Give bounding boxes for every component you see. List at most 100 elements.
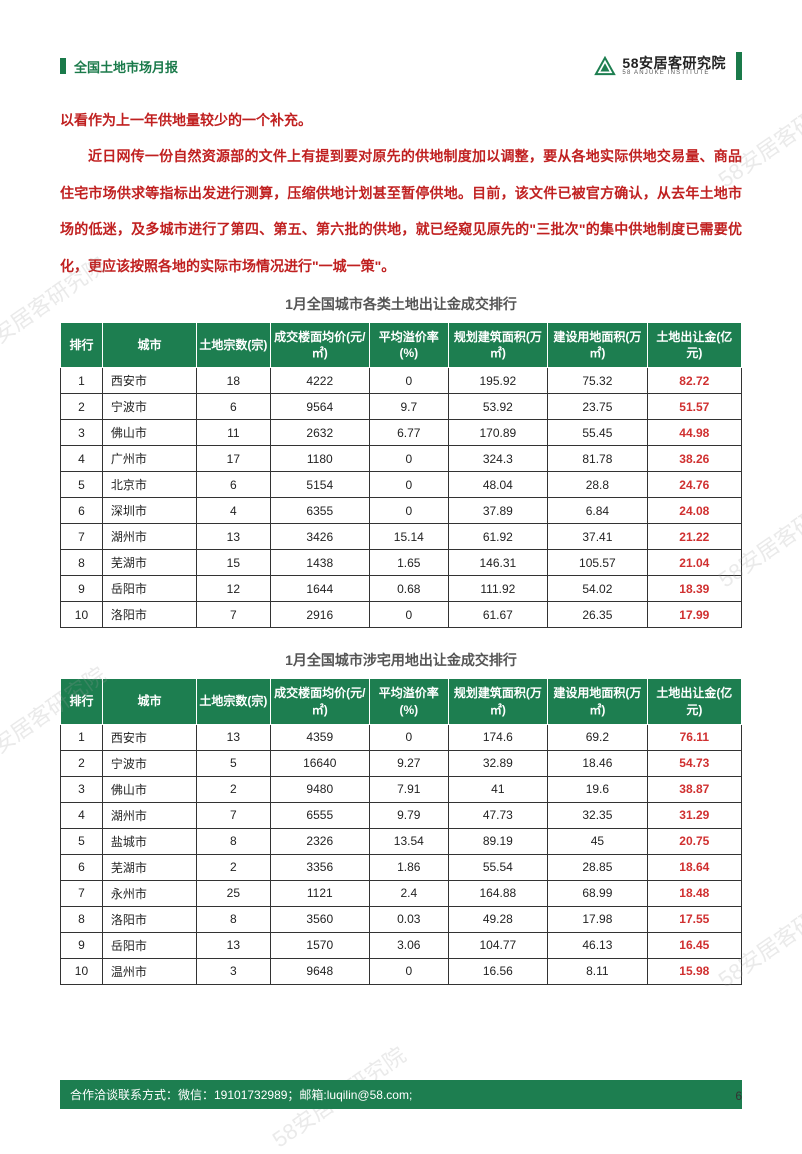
table-cell: 11 <box>197 420 270 446</box>
table-cell: 2916 <box>270 602 370 628</box>
table-cell: 8 <box>61 550 103 576</box>
table-cell: 4 <box>61 446 103 472</box>
page-content: 全国土地市场月报 58安居客研究院 58 ANJUKE INSTITUTE 以看… <box>0 0 802 985</box>
table-cell: 2326 <box>270 828 370 854</box>
table-cell: 174.6 <box>448 724 548 750</box>
table-cell: 81.78 <box>548 446 648 472</box>
table-cell: 5 <box>61 472 103 498</box>
table-cell: 1 <box>61 724 103 750</box>
table-cell: 54.73 <box>647 750 741 776</box>
logo-text-en: 58 ANJUKE INSTITUTE <box>622 70 709 76</box>
table-cell: 61.67 <box>448 602 548 628</box>
table-cell: 岳阳市 <box>102 932 196 958</box>
table-cell: 195.92 <box>448 368 548 394</box>
table-row: 6深圳市46355037.896.8424.08 <box>61 498 742 524</box>
th-price: 成交楼面均价(元/㎡) <box>270 679 370 724</box>
table1: 排行 城市 土地宗数(宗) 成交楼面均价(元/㎡) 平均溢价率(%) 规划建筑面… <box>60 322 742 628</box>
table-cell: 89.19 <box>448 828 548 854</box>
table-cell: 佛山市 <box>102 776 196 802</box>
table-cell: 13 <box>197 524 270 550</box>
th-bld: 规划建筑面积(万㎡) <box>448 679 548 724</box>
table-cell: 28.8 <box>548 472 648 498</box>
table-cell: 12 <box>197 576 270 602</box>
table-cell: 宁波市 <box>102 394 196 420</box>
table-cell: 9 <box>61 932 103 958</box>
table-cell: 105.57 <box>548 550 648 576</box>
table-cell: 7 <box>197 802 270 828</box>
table-cell: 18 <box>197 368 270 394</box>
table-cell: 0 <box>370 472 449 498</box>
th-plots: 土地宗数(宗) <box>197 679 270 724</box>
th-plots: 土地宗数(宗) <box>197 322 270 367</box>
table-cell: 3 <box>197 958 270 984</box>
table-cell: 4 <box>197 498 270 524</box>
table-cell: 38.26 <box>647 446 741 472</box>
table-cell: 32.89 <box>448 750 548 776</box>
table-row: 5盐城市8232613.5489.194520.75 <box>61 828 742 854</box>
table-cell: 9648 <box>270 958 370 984</box>
table-cell: 7.91 <box>370 776 449 802</box>
table-cell: 3.06 <box>370 932 449 958</box>
th-premium: 平均溢价率(%) <box>370 679 449 724</box>
table-cell: 32.35 <box>548 802 648 828</box>
table-cell: 广州市 <box>102 446 196 472</box>
table-cell: 37.41 <box>548 524 648 550</box>
table-cell: 10 <box>61 958 103 984</box>
table-cell: 31.29 <box>647 802 741 828</box>
table-cell: 洛阳市 <box>102 906 196 932</box>
table-cell: 1180 <box>270 446 370 472</box>
table1-head: 排行 城市 土地宗数(宗) 成交楼面均价(元/㎡) 平均溢价率(%) 规划建筑面… <box>61 322 742 367</box>
table-row: 3佛山市1126326.77170.8955.4544.98 <box>61 420 742 446</box>
table-cell: 6 <box>61 854 103 880</box>
footer-contact: 合作洽谈联系方式：微信：19101732989；邮箱:luqilin@58.co… <box>60 1080 742 1109</box>
table-cell: 19.6 <box>548 776 648 802</box>
table-cell: 0 <box>370 498 449 524</box>
table-cell: 54.02 <box>548 576 648 602</box>
table-cell: 4222 <box>270 368 370 394</box>
table-cell: 宁波市 <box>102 750 196 776</box>
table-cell: 9480 <box>270 776 370 802</box>
table-cell: 1.86 <box>370 854 449 880</box>
table-cell: 4359 <box>270 724 370 750</box>
header-right-bar <box>736 52 742 80</box>
table-cell: 西安市 <box>102 724 196 750</box>
table-row: 7湖州市13342615.1461.9237.4121.22 <box>61 524 742 550</box>
table-row: 8洛阳市835600.0349.2817.9817.55 <box>61 906 742 932</box>
table-cell: 7 <box>61 880 103 906</box>
table1-title: 1月全国城市各类土地出让金成交排行 <box>60 294 742 314</box>
table-cell: 8 <box>61 906 103 932</box>
body-paragraphs: 以看作为上一年供地量较少的一个补充。 近日网传一份自然资源部的文件上有提到要对原… <box>60 102 742 284</box>
table-cell: 永州市 <box>102 880 196 906</box>
page-number: 6 <box>735 1089 742 1103</box>
table-cell: 111.92 <box>448 576 548 602</box>
table-cell: 3 <box>61 420 103 446</box>
table-cell: 2 <box>61 750 103 776</box>
table-cell: 0 <box>370 368 449 394</box>
table-cell: 13.54 <box>370 828 449 854</box>
table-row: 10洛阳市72916061.6726.3517.99 <box>61 602 742 628</box>
table-cell: 2632 <box>270 420 370 446</box>
table-cell: 岳阳市 <box>102 576 196 602</box>
table-cell: 9.7 <box>370 394 449 420</box>
header-accent-bar <box>60 58 66 74</box>
th-city: 城市 <box>102 679 196 724</box>
table-cell: 45 <box>548 828 648 854</box>
table-cell: 6.84 <box>548 498 648 524</box>
th-rank: 排行 <box>61 322 103 367</box>
th-city: 城市 <box>102 322 196 367</box>
table-cell: 38.87 <box>647 776 741 802</box>
table-cell: 9564 <box>270 394 370 420</box>
table-cell: 24.76 <box>647 472 741 498</box>
table-cell: 0 <box>370 602 449 628</box>
table-cell: 68.99 <box>548 880 648 906</box>
table-row: 7永州市2511212.4164.8868.9918.48 <box>61 880 742 906</box>
table-cell: 18.64 <box>647 854 741 880</box>
table-cell: 49.28 <box>448 906 548 932</box>
table-cell: 6.77 <box>370 420 449 446</box>
page-header: 全国土地市场月报 58安居客研究院 58 ANJUKE INSTITUTE <box>60 50 742 82</box>
table-cell: 6555 <box>270 802 370 828</box>
table-cell: 17 <box>197 446 270 472</box>
table-cell: 75.32 <box>548 368 648 394</box>
table-cell: 9.79 <box>370 802 449 828</box>
table-cell: 48.04 <box>448 472 548 498</box>
